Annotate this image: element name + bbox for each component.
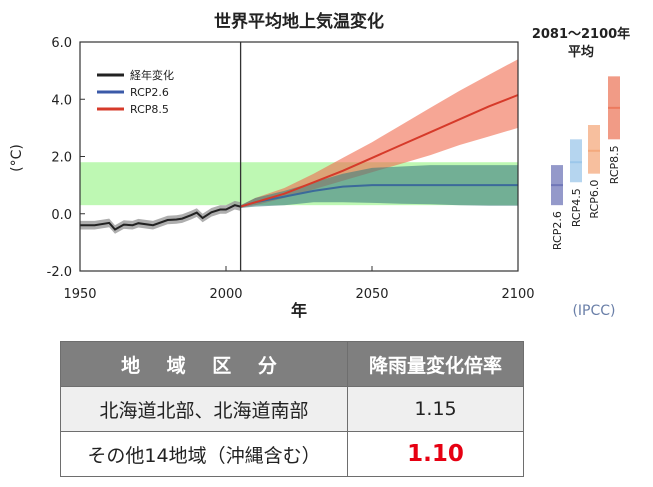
- side-bar-label: RCP8.5: [608, 145, 621, 184]
- legend-label-historical: 経年変化: [130, 68, 174, 82]
- y-tick-label: 0.0: [51, 208, 72, 223]
- source-label: (IPCC): [572, 303, 615, 319]
- plot-area: [79, 41, 519, 272]
- x-tick-label: 1950: [63, 287, 96, 302]
- table-cell-factor-highlight: 1.10: [347, 431, 524, 477]
- x-tick-label: 2100: [501, 287, 534, 302]
- x-tick-label: 2000: [209, 287, 242, 302]
- y-axis-ticks: 6.0 4.0 2.0 0.0 -2.0: [47, 36, 85, 280]
- y-tick-label: 2.0: [51, 151, 72, 166]
- side-panel-title-line1: 2081～2100年: [532, 26, 630, 42]
- x-axis-ticks: 1950 2000 2050 2100: [63, 266, 535, 302]
- legend-label-rcp26: RCP2.6: [130, 86, 169, 99]
- side-bar-rcp45: [570, 139, 582, 183]
- y-axis-label: (°C): [9, 144, 25, 172]
- legend-label-rcp85: RCP8.5: [130, 103, 169, 116]
- y-tick-label: 4.0: [51, 93, 72, 108]
- table-header-region: 地 域 区 分: [60, 341, 348, 387]
- table-cell-region: 北海道北部、北海道南部: [60, 386, 348, 432]
- x-axis-label: 年: [291, 301, 307, 320]
- side-panel: 2081～2100年 平均 RCP2.6 RCP4.5 RCP6.0 RCP8.5 (…: [532, 26, 630, 319]
- plot-frame-bg: [80, 42, 518, 271]
- side-bar-label: RCP6.0: [588, 180, 601, 219]
- temperature-chart: 世界平均地上気温変化 経年変化 RCP2.6 RCP8.5 6.0 4.0 2.0 0…: [9, 11, 630, 320]
- side-panel-title-line2: 平均: [568, 44, 594, 60]
- legend: 経年変化 RCP2.6 RCP8.5: [97, 68, 174, 116]
- side-bar-label: RCP2.6: [551, 211, 564, 250]
- series-line-rcp26: [240, 184, 518, 208]
- series-band-rcp26: [240, 165, 518, 208]
- series-line-historical: [80, 204, 241, 231]
- table-row: 北海道北部、北海道南部 1.15: [60, 386, 524, 432]
- y-tick-label: -2.0: [47, 265, 72, 280]
- x-tick-label: 2050: [355, 287, 388, 302]
- y-tick-label: 6.0: [51, 36, 72, 51]
- chart-title: 世界平均地上気温変化: [214, 11, 384, 32]
- rainfall-table: 地 域 区 分 降雨量変化倍率 北海道北部、北海道南部 1.15 その他14地域…: [60, 341, 524, 477]
- side-panel-bars: RCP2.6 RCP4.5 RCP6.0 RCP8.5: [551, 76, 621, 250]
- side-bar-rcp60: [588, 125, 600, 174]
- table-cell-factor: 1.15: [347, 386, 524, 432]
- table-row: その他14地域（沖縄含む） 1.10: [60, 431, 524, 477]
- series-band-rcp85: [240, 59, 518, 209]
- table-cell-region: その他14地域（沖縄含む）: [60, 431, 348, 477]
- table-header-factor: 降雨量変化倍率: [347, 341, 524, 387]
- side-bar-label: RCP4.5: [570, 188, 583, 227]
- table-header-row: 地 域 区 分 降雨量変化倍率: [60, 341, 524, 387]
- series-line-rcp85: [240, 94, 519, 208]
